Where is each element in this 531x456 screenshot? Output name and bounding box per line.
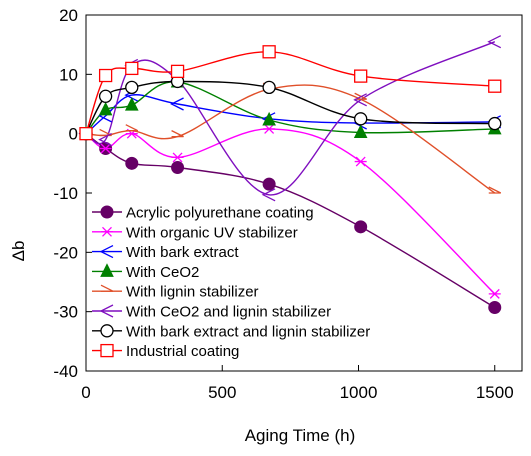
marker-shape [126, 157, 138, 169]
data-point-series-7 [489, 118, 501, 130]
data-point-series-1 [489, 302, 501, 314]
y-tick-label: 10 [59, 65, 78, 84]
legend-swatch-marker [101, 345, 113, 357]
data-point-series-1 [126, 157, 138, 169]
y-axis-label: Δb [9, 241, 28, 262]
legend-label: With bark extract and lignin stabilizer [126, 323, 370, 340]
series-line-8 [86, 52, 495, 134]
marker-shape [172, 131, 184, 137]
marker-shape [172, 153, 184, 162]
data-point-series-1 [263, 178, 275, 190]
marker-shape [100, 90, 112, 102]
legend-swatch-marker [101, 325, 113, 337]
data-point-series-7 [100, 90, 112, 102]
y-tick-label: 20 [59, 6, 78, 25]
series-line-5 [86, 85, 495, 193]
legend-item: Industrial coating [92, 343, 239, 360]
legend-swatch-marker [101, 206, 113, 218]
marker-shape [126, 62, 138, 74]
y-tick-label: -20 [53, 243, 78, 262]
marker-shape [80, 128, 92, 140]
marker-shape [263, 124, 275, 133]
x-tick-label: 0 [81, 383, 90, 402]
marker-shape [355, 125, 367, 137]
marker-shape [126, 81, 138, 93]
legend-item: With CeO2 [92, 264, 199, 281]
legend-label: Acrylic polyurethane coating [126, 205, 314, 222]
marker-shape [489, 302, 501, 314]
legend-item: With organic UV stabilizer [92, 224, 298, 241]
marker-shape [489, 80, 501, 92]
legend-item: With lignin stabilizer [92, 284, 259, 301]
y-tick-label: -30 [53, 303, 78, 322]
data-point-series-8 [126, 62, 138, 74]
data-point-series-8 [489, 80, 501, 92]
marker-shape [100, 70, 112, 82]
x-tick-label: 1500 [476, 383, 514, 402]
marker-shape [263, 46, 275, 58]
marker-shape [101, 345, 113, 357]
series-line-4 [86, 82, 495, 134]
data-point-series-1 [172, 161, 184, 173]
data-point-series-7 [263, 81, 275, 93]
legend-label: With CeO2 [126, 264, 199, 281]
x-axis-label: Aging Time (h) [245, 426, 356, 445]
marker-shape [355, 113, 367, 125]
legend-item: With CeO2 and lignin stabilizer [92, 304, 331, 321]
legend-label: With bark extract [126, 244, 239, 261]
x-tick-label: 1000 [340, 383, 378, 402]
x-tick-label: 500 [208, 383, 236, 402]
marker-shape [101, 264, 113, 276]
data-point-series-8 [172, 65, 184, 77]
data-point-series-7 [355, 113, 367, 125]
marker-shape [489, 118, 501, 130]
marker-shape [172, 161, 184, 173]
y-tick-label: -40 [53, 362, 78, 381]
legend-item: Acrylic polyurethane coating [92, 205, 314, 222]
marker-shape [263, 178, 275, 190]
y-tick-label: 0 [69, 125, 78, 144]
marker-shape [355, 70, 367, 82]
data-point-series-5 [172, 131, 184, 137]
data-point-series-8 [355, 70, 367, 82]
marker-shape [101, 325, 113, 337]
data-point-series-2 [263, 124, 275, 133]
legend-item: With bark extract and lignin stabilizer [92, 323, 370, 340]
marker-shape [101, 206, 113, 218]
marker-shape [355, 221, 367, 233]
y-tick-label: -10 [53, 184, 78, 203]
legend-label: With lignin stabilizer [126, 284, 259, 301]
marker-shape [263, 81, 275, 93]
series-line-6 [86, 42, 495, 195]
data-point-series-2 [489, 289, 501, 298]
marker-shape [101, 227, 113, 236]
marker-shape [489, 289, 501, 298]
legend-swatch-marker [101, 264, 113, 276]
legend-label: With CeO2 and lignin stabilizer [126, 304, 331, 321]
legend-label: Industrial coating [126, 343, 239, 360]
marker-shape [101, 285, 113, 291]
data-point-series-8 [100, 70, 112, 82]
legend: Acrylic polyurethane coating With organic… [92, 205, 370, 361]
series-line-7 [86, 81, 495, 133]
data-point-series-7 [126, 81, 138, 93]
marker-shape [172, 65, 184, 77]
data-point-series-8 [80, 128, 92, 140]
legend-item: With bark extract [92, 244, 239, 261]
data-point-series-2 [172, 153, 184, 162]
series-line-3 [86, 95, 495, 134]
data-point-series-4 [355, 125, 367, 137]
data-point-series-8 [263, 46, 275, 58]
legend-label: With organic UV stabilizer [126, 224, 298, 241]
legend-swatch-marker [101, 227, 113, 236]
legend-swatch-marker [101, 285, 113, 291]
data-point-series-1 [355, 221, 367, 233]
